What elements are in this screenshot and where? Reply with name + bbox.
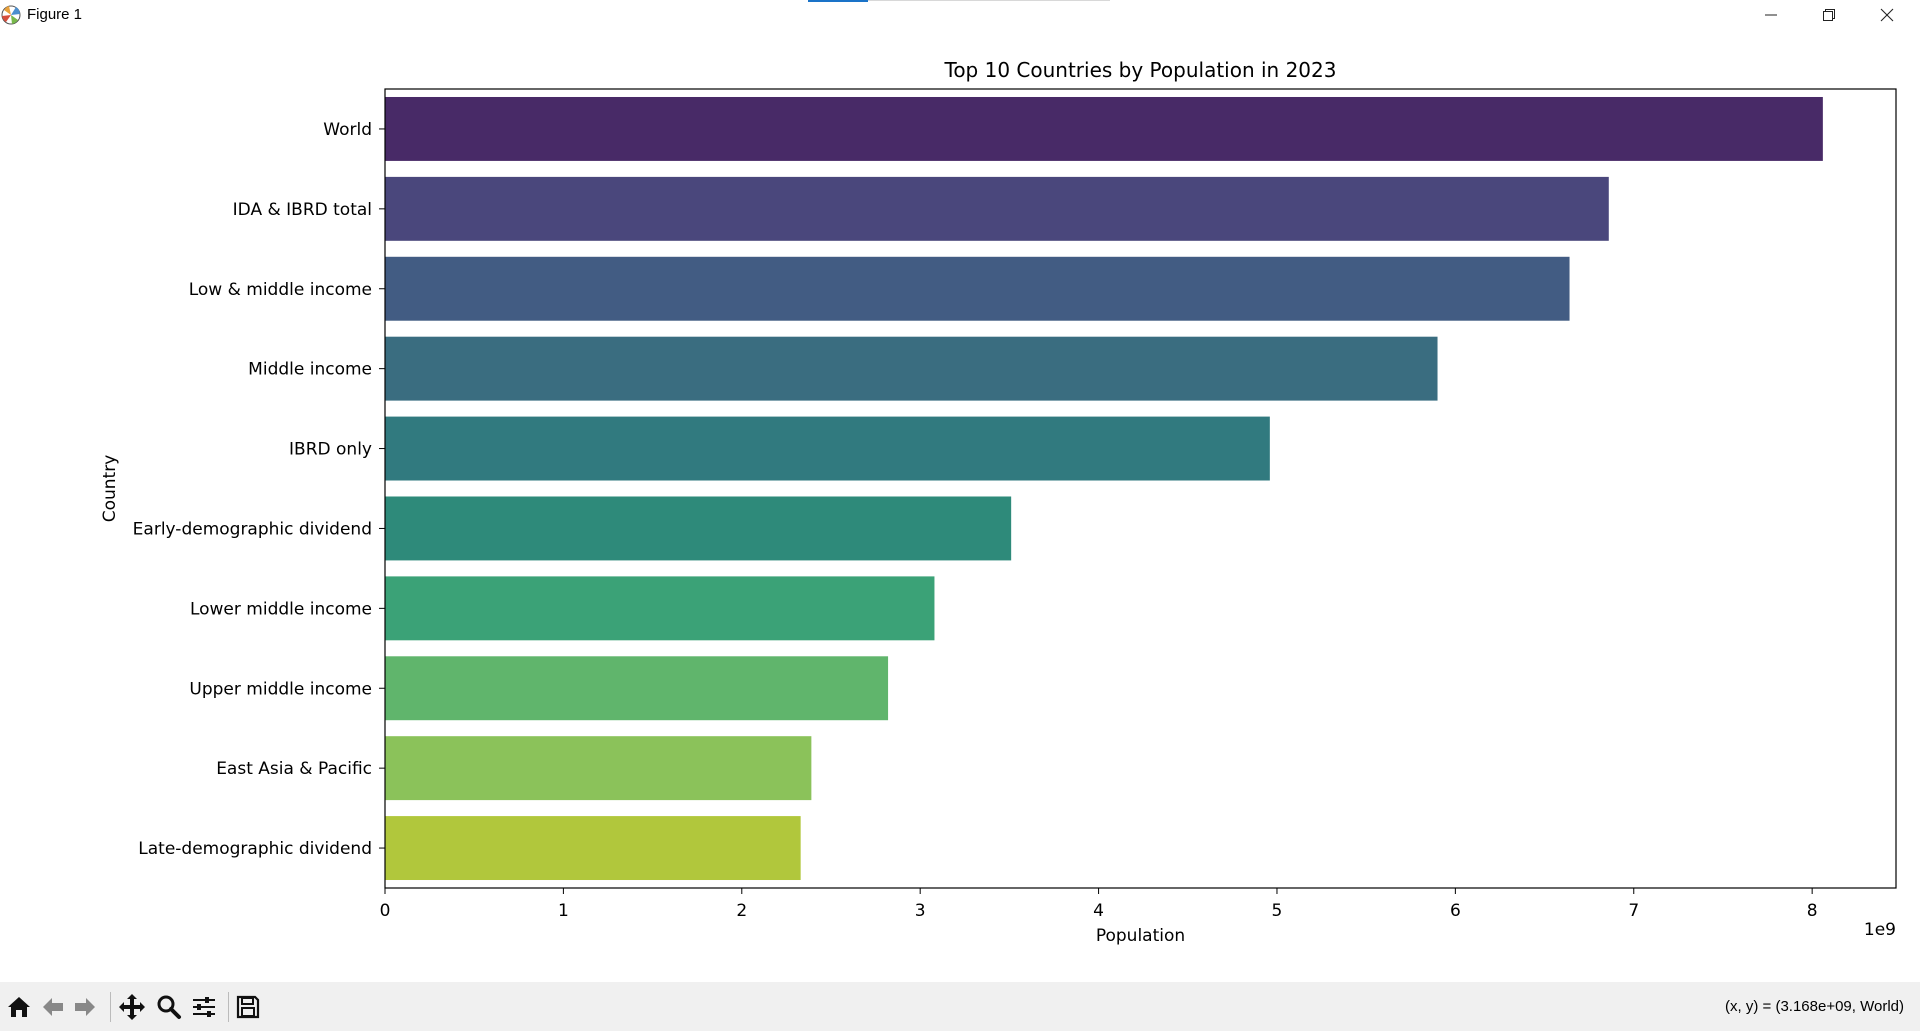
matplotlib-app-icon bbox=[1, 5, 21, 25]
y-tick-label: East Asia & Pacific bbox=[216, 759, 372, 779]
y-tick-label: IBRD only bbox=[289, 440, 372, 460]
y-tick-label: World bbox=[323, 120, 372, 140]
x-axis-label: Population bbox=[1096, 926, 1185, 946]
back-arrow-icon bbox=[43, 998, 63, 1016]
bar-chart: World IDA & IBRD total Low & middle income… bbox=[100, 58, 1897, 946]
close-button[interactable] bbox=[1858, 0, 1916, 30]
window-title: Figure 1 bbox=[27, 6, 83, 23]
save-icon bbox=[236, 995, 260, 1019]
minimize-icon bbox=[1765, 14, 1777, 16]
x-tick-label: 5 bbox=[1272, 901, 1283, 921]
home-button[interactable] bbox=[4, 992, 34, 1022]
bar-7 bbox=[385, 576, 935, 641]
x-tick-label: 0 bbox=[380, 901, 391, 921]
bar-5 bbox=[385, 416, 1270, 481]
x-tick-label: 3 bbox=[915, 901, 926, 921]
x-tick-label: 1 bbox=[558, 901, 569, 921]
tab-indicator bbox=[808, 0, 868, 2]
tab-indicator-track bbox=[868, 0, 1110, 1]
x-offset-label: 1e9 bbox=[1864, 920, 1896, 940]
bar-2 bbox=[385, 176, 1609, 241]
forward-button[interactable] bbox=[70, 992, 100, 1022]
pan-icon bbox=[119, 994, 145, 1020]
back-button[interactable] bbox=[38, 992, 68, 1022]
bar-8 bbox=[385, 656, 889, 721]
x-tick-label: 6 bbox=[1450, 901, 1461, 921]
bar-6 bbox=[385, 496, 1012, 561]
toolbar-separator bbox=[110, 992, 111, 1022]
zoom-icon bbox=[157, 995, 181, 1019]
x-tick-label: 8 bbox=[1807, 901, 1818, 921]
minimize-button[interactable] bbox=[1742, 0, 1800, 30]
y-tick-label: Late-demographic dividend bbox=[138, 839, 372, 859]
restore-icon bbox=[1823, 9, 1835, 21]
bar-9 bbox=[385, 736, 812, 801]
bar-4 bbox=[385, 336, 1438, 401]
y-tick-label: Lower middle income bbox=[190, 599, 372, 619]
x-tick-label: 4 bbox=[1093, 901, 1104, 921]
configure-subplots-button[interactable] bbox=[189, 992, 219, 1022]
chart-title: Top 10 Countries by Population in 2023 bbox=[944, 58, 1337, 82]
toolbar-separator bbox=[228, 992, 229, 1022]
bar-10 bbox=[385, 816, 801, 881]
x-tick-label: 2 bbox=[736, 901, 747, 921]
axes-frame bbox=[384, 88, 1897, 889]
navigation-toolbar: (x, y) = (3.168e+09, World) bbox=[0, 982, 1920, 1031]
figure-canvas[interactable]: World IDA & IBRD total Low & middle income… bbox=[0, 30, 1920, 982]
y-tick-label: Low & middle income bbox=[189, 280, 372, 300]
configure-subplots-icon bbox=[193, 997, 215, 1017]
save-button[interactable] bbox=[233, 992, 263, 1022]
zoom-button[interactable] bbox=[154, 992, 184, 1022]
restore-button[interactable] bbox=[1800, 0, 1858, 30]
bar-1 bbox=[385, 96, 1823, 161]
y-tick-label: Early-demographic dividend bbox=[133, 519, 372, 539]
forward-arrow-icon bbox=[75, 998, 95, 1016]
y-tick-label: Middle income bbox=[248, 360, 372, 380]
close-icon bbox=[1880, 8, 1894, 22]
cursor-coordinates: (x, y) = (3.168e+09, World) bbox=[1725, 998, 1904, 1015]
x-tick-label: 7 bbox=[1628, 901, 1639, 921]
pan-button[interactable] bbox=[117, 992, 147, 1022]
home-icon bbox=[8, 997, 30, 1017]
bar-3 bbox=[385, 256, 1570, 321]
y-axis-label: Country bbox=[100, 455, 120, 523]
title-bar: Figure 1 bbox=[0, 0, 1920, 30]
y-tick-label: IDA & IBRD total bbox=[233, 200, 372, 220]
y-tick-label: Upper middle income bbox=[189, 679, 372, 699]
